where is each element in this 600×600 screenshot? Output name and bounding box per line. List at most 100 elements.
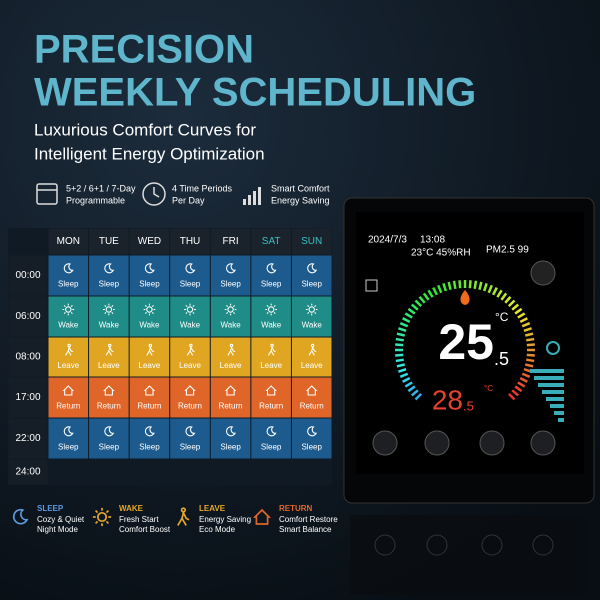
gauge-tick <box>396 332 406 337</box>
sun-ray <box>226 311 229 315</box>
schedule-cell <box>129 459 170 485</box>
icon <box>146 343 155 356</box>
sun-ray <box>192 304 195 308</box>
walker-leg <box>181 517 187 526</box>
schedule-cell <box>129 418 170 459</box>
legend-name: WAKE <box>119 504 144 513</box>
gauge-tick <box>517 312 526 319</box>
gauge-tick <box>521 322 531 328</box>
cell-label: Return <box>56 402 80 411</box>
gauge-tick <box>452 280 457 289</box>
feature-text: Energy Saving <box>271 195 330 205</box>
gauge-tick <box>519 377 528 383</box>
gauge-tick <box>437 284 443 294</box>
schedule-cell <box>48 255 89 296</box>
moon-icon <box>104 263 115 274</box>
bar-icon <box>243 187 261 205</box>
gauge-tick <box>398 327 407 333</box>
gauge-tick <box>511 303 520 311</box>
sun-ray <box>94 520 99 525</box>
sun-ray <box>273 304 276 308</box>
moon-icon <box>144 426 155 437</box>
day-label: SUN <box>301 236 322 247</box>
button-reflection <box>426 534 448 556</box>
gauge-tick <box>442 283 448 292</box>
cell-label: Sleep <box>220 280 241 289</box>
schedule-cell <box>251 255 291 296</box>
sun-ray <box>273 311 276 315</box>
icon <box>143 303 156 316</box>
current-decimal: .5 <box>463 398 474 413</box>
sun-ray <box>144 304 147 308</box>
house-icon <box>143 385 156 396</box>
sun-ray <box>70 304 73 308</box>
moon-icon <box>226 263 236 274</box>
time-cell <box>8 418 48 459</box>
sun-icon <box>186 306 194 313</box>
icon <box>267 343 276 356</box>
moon-icon <box>307 263 318 274</box>
time-label: 22:00 <box>15 433 40 444</box>
gauge-tick <box>526 337 535 342</box>
cell-label: Leave <box>98 361 120 370</box>
day-header <box>251 228 291 255</box>
gauge-tick <box>395 337 404 342</box>
cell-label: Wake <box>220 321 241 330</box>
icon <box>186 343 195 356</box>
legend-name: RETURN <box>279 504 313 513</box>
walker-leg <box>189 350 194 356</box>
moon-icon <box>104 426 115 437</box>
cell-label: Sleep <box>139 443 160 452</box>
time-label: 06:00 <box>15 311 40 322</box>
moon-icon <box>63 263 74 274</box>
sun-ray <box>105 509 110 514</box>
sun-ray <box>192 311 195 315</box>
flame-icon <box>460 290 470 305</box>
icon <box>226 263 236 274</box>
time-cell <box>8 296 48 337</box>
cell-label: Sleep <box>261 443 282 452</box>
moon-icon <box>266 263 277 274</box>
sun-ray <box>185 311 188 315</box>
gauge-tick <box>410 303 419 311</box>
icon <box>65 343 74 356</box>
schedule-cell <box>48 459 89 485</box>
legend-text: Fresh Start <box>119 515 159 524</box>
sun-ray <box>104 304 107 308</box>
gauge-tick <box>432 287 438 296</box>
gauge-tick <box>399 372 409 378</box>
day-header <box>89 228 129 255</box>
gauge-tick <box>517 381 526 388</box>
schedule-cell <box>170 296 210 337</box>
walker-leg <box>311 350 315 356</box>
day-header <box>129 228 170 255</box>
house-icon <box>252 508 272 525</box>
gauge-tick <box>427 289 434 298</box>
schedule-cell <box>210 255 251 296</box>
schedule-cell <box>291 377 332 418</box>
moon-icon <box>12 508 29 525</box>
gauge-tick <box>514 385 523 393</box>
gauge-tick <box>492 287 498 296</box>
schedule-cell <box>170 459 210 485</box>
icon <box>185 263 196 274</box>
day-header <box>170 228 210 255</box>
gauge-tick <box>447 281 452 291</box>
sun-ray <box>63 311 66 315</box>
time-cell <box>8 337 48 377</box>
moon-icon <box>307 426 318 437</box>
time-label: 08:00 <box>15 352 40 363</box>
cell-label: Sleep <box>180 443 201 452</box>
moon-icon <box>144 263 155 274</box>
title-line: WEEKLY SCHEDULING <box>34 71 476 115</box>
schedule-cell <box>170 377 210 418</box>
schedule-cell <box>48 418 89 459</box>
walker-body <box>146 345 155 356</box>
cell-label: Return <box>300 402 324 411</box>
gauge-tick <box>395 358 404 363</box>
day-label: THU <box>180 236 201 247</box>
control-button <box>424 430 450 456</box>
cell-label: Return <box>178 402 202 411</box>
gauge-tick <box>482 283 488 292</box>
